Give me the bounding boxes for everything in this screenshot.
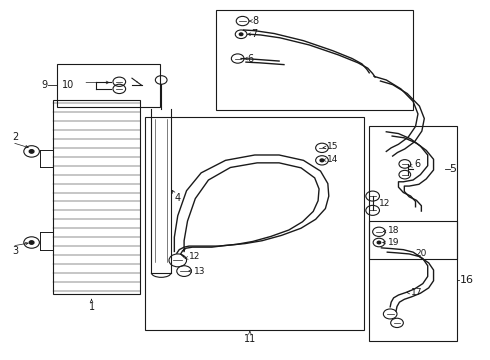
Text: 11: 11 — [244, 334, 256, 344]
Text: 6: 6 — [415, 159, 421, 169]
Text: 3: 3 — [12, 247, 18, 256]
Text: 2: 2 — [12, 132, 18, 142]
Bar — [369, 221, 457, 341]
Text: 15: 15 — [327, 142, 339, 151]
Text: 19: 19 — [388, 238, 399, 247]
Text: 12: 12 — [379, 199, 391, 208]
Bar — [57, 64, 160, 107]
Bar — [52, 100, 140, 294]
Text: 5: 5 — [450, 164, 457, 174]
Text: 18: 18 — [388, 226, 399, 235]
Text: 9: 9 — [41, 80, 48, 90]
Circle shape — [29, 150, 34, 153]
Bar — [216, 10, 413, 111]
Circle shape — [377, 241, 381, 244]
Text: 13: 13 — [194, 267, 205, 276]
Text: 8: 8 — [252, 16, 258, 26]
Circle shape — [239, 33, 243, 36]
Circle shape — [29, 241, 34, 244]
Text: 14: 14 — [327, 155, 338, 164]
Circle shape — [320, 159, 324, 162]
Text: 1: 1 — [89, 302, 95, 312]
Text: 4: 4 — [174, 193, 180, 203]
Bar — [145, 117, 365, 330]
Text: 17: 17 — [411, 288, 422, 297]
Bar — [369, 126, 457, 258]
Text: 12: 12 — [189, 252, 200, 261]
Text: 20: 20 — [416, 249, 427, 258]
Text: 6: 6 — [247, 54, 253, 64]
Text: 16: 16 — [460, 275, 473, 285]
Text: 7: 7 — [251, 29, 257, 39]
Text: 10: 10 — [62, 80, 74, 90]
